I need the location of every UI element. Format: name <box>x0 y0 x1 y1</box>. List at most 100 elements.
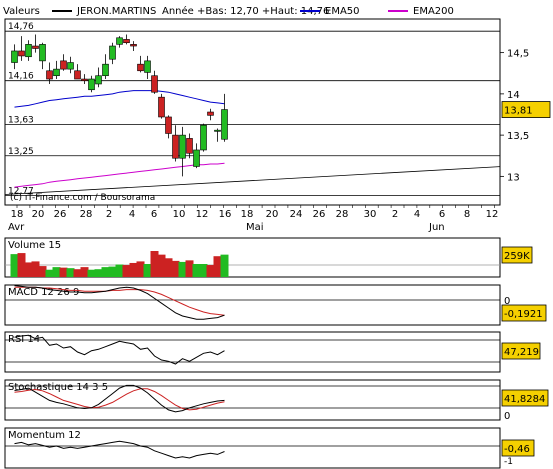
price-panel: Valeurs JERON.MARTINS Année +Bas: 12,70 +H… <box>3 5 551 206</box>
candle-body <box>74 70 81 80</box>
date-label: 16 <box>219 209 232 220</box>
date-label: 4 <box>129 209 135 220</box>
momentum-panel: Momentum 120-1-0,46 <box>4 427 535 469</box>
stochastic-panel: Stochastique 14 3 5 0 41,8284 <box>4 379 549 422</box>
price-panel-frame <box>4 18 501 206</box>
date-label: 28 <box>336 209 349 220</box>
date-label: 20 <box>266 209 279 220</box>
momentum-line <box>14 440 225 459</box>
volume-bar <box>115 264 124 277</box>
rsi-panel-frame <box>4 331 501 373</box>
momentum-title: Momentum 12 <box>8 430 81 441</box>
volume-bar <box>17 253 26 277</box>
candle-body <box>179 134 186 159</box>
macd-last-label: -0,1921 <box>504 309 543 320</box>
legend-stock-name: JERON.MARTINS <box>76 6 156 17</box>
month-label: Jun <box>428 222 445 233</box>
candle-body <box>137 63 144 72</box>
candle-body <box>109 45 116 60</box>
rsi-title: RSI 14 <box>8 334 40 345</box>
candle-body <box>207 111 214 116</box>
volume-bar <box>59 267 68 277</box>
price-level-label: 12,77 <box>8 186 34 196</box>
date-label: 30 <box>364 209 377 220</box>
volume-bar <box>220 254 229 277</box>
price-level-label: 14,16 <box>8 72 34 82</box>
momentum-panel-frame <box>4 427 501 469</box>
date-label: 2 <box>106 209 112 220</box>
date-label: 18 <box>11 209 24 220</box>
candle-body <box>46 70 53 80</box>
volume-bar <box>157 254 166 277</box>
candle-body <box>172 134 179 159</box>
candle-body <box>123 39 130 44</box>
candle-body <box>165 116 172 134</box>
macd-title: MACD 12 26 9 <box>8 287 79 298</box>
volume-bar <box>52 267 61 277</box>
volume-bar <box>45 269 54 277</box>
panel-title: Valeurs <box>3 6 40 17</box>
candle-body <box>67 62 74 70</box>
volume-last-label: 259K <box>504 251 530 262</box>
date-label: 12 <box>196 209 209 220</box>
last-price-label: 13,81 <box>504 106 533 117</box>
date-label: 20 <box>32 209 45 220</box>
volume-bar <box>192 264 201 277</box>
candle-body <box>18 50 25 57</box>
candle-body <box>60 60 67 70</box>
volume-bar <box>24 262 33 277</box>
macd-zero-label: 0 <box>504 296 510 307</box>
last-price-label-box <box>501 101 551 118</box>
candle-body <box>214 129 221 132</box>
volume-bar <box>80 267 89 277</box>
candle-body <box>32 45 39 49</box>
volume-bar <box>150 251 159 277</box>
price-level-label: 14,76 <box>8 22 34 32</box>
date-label: 18 <box>241 209 254 220</box>
date-label: 28 <box>80 209 93 220</box>
volume-bar <box>10 254 19 277</box>
volume-bar <box>108 266 117 277</box>
rsi-last-label-box <box>501 342 541 360</box>
volume-bar <box>122 265 131 277</box>
volume-bar <box>213 256 222 277</box>
candle-body <box>102 63 109 77</box>
volume-bar <box>94 269 103 277</box>
stochastic-panel-frame <box>4 379 501 421</box>
trend-line <box>4 166 501 195</box>
volume-bar <box>136 261 145 277</box>
candle-body <box>11 50 18 63</box>
volume-last-label-box <box>501 246 533 264</box>
price-axis-label: 13 <box>507 172 520 183</box>
watermark: (c) iT-Finance.com / Boursorama <box>10 193 155 203</box>
legend-ema200: EMA200 <box>413 6 454 17</box>
volume-bar <box>129 262 138 277</box>
momentum-last-label: -0,46 <box>504 444 530 455</box>
volume-panel: Volume 15 259K <box>4 237 533 278</box>
candle-body <box>81 78 88 81</box>
legend-year-range: Année +Bas: 12,70 +Haut: 14,76 <box>162 5 329 17</box>
month-label: Avr <box>8 222 25 233</box>
date-label: 2 <box>392 209 398 220</box>
month-label: Mai <box>246 222 264 233</box>
stochastic-last-label-box <box>501 389 549 407</box>
stochastic-title: Stochastique 14 3 5 <box>8 382 108 393</box>
stochastic-zero-label: 0 <box>504 411 510 422</box>
rsi-last-label: 47,219 <box>504 347 539 358</box>
date-label: 26 <box>54 209 67 220</box>
macd-last-label-box <box>501 304 547 322</box>
candle-body <box>151 75 158 93</box>
date-label: 4 <box>414 209 420 220</box>
stochastic-d-line <box>14 388 225 411</box>
momentum-last-label-box <box>501 439 535 457</box>
momentum-minus1-label: -1 <box>504 457 513 467</box>
ema50-line <box>14 90 225 108</box>
stochastic-last-label: 41,8284 <box>504 394 545 405</box>
date-label: 6 <box>439 209 445 220</box>
date-label: 10 <box>173 209 186 220</box>
candle-body <box>200 124 207 151</box>
volume-bar <box>73 269 82 277</box>
volume-bar <box>87 269 96 277</box>
ema200-line <box>14 162 225 188</box>
